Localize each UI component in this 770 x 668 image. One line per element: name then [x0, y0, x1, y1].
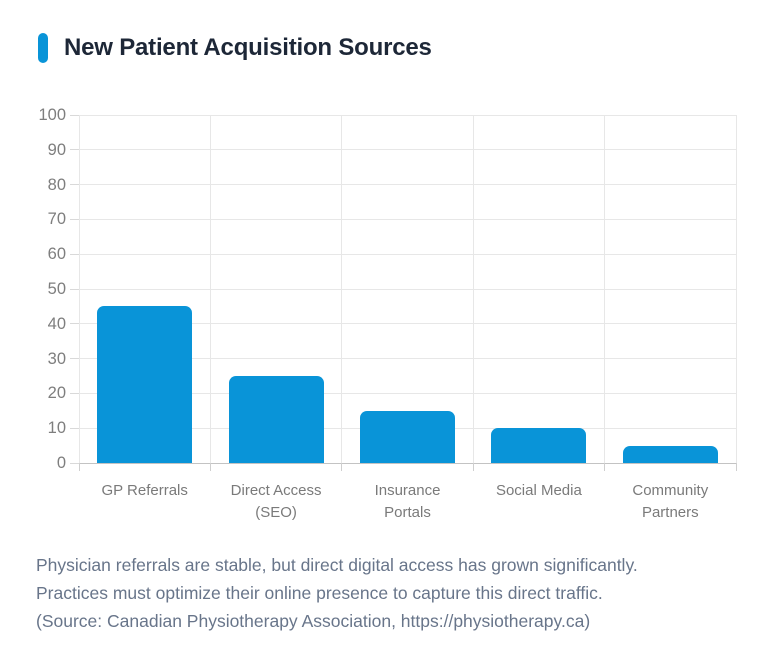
- x-axis-tick: [604, 463, 606, 471]
- y-axis-tick: [70, 218, 79, 220]
- v-gridline: [209, 115, 211, 463]
- y-axis-label: 20: [47, 384, 66, 403]
- bar-direct-access-seo[interactable]: [228, 376, 324, 463]
- y-axis-tick: [70, 462, 79, 464]
- x-axis-label-direct-access-seo: Direct Access (SEO): [230, 482, 322, 521]
- y-axis-tick: [70, 253, 79, 255]
- x-axis-label-community-partners: Community Partners: [632, 482, 709, 521]
- v-gridline: [341, 115, 343, 463]
- y-axis-label: 100: [38, 106, 66, 124]
- title-accent-bar: [38, 33, 48, 63]
- y-axis-label: 70: [47, 210, 66, 229]
- y-axis-label: 30: [47, 349, 66, 368]
- caption-line: Practices must optimize their online pre…: [36, 583, 603, 603]
- y-axis-label: 60: [47, 245, 66, 264]
- gridline-70: [79, 218, 736, 220]
- x-axis-tick: [78, 463, 80, 471]
- bar-chart: 0 10 20 30 40 50 60 70 80 90 100 GP Referrals Direct…: [0, 100, 770, 540]
- caption-line: (Source: Canadian Physiotherapy Associat…: [36, 611, 591, 631]
- y-axis-tick: [70, 184, 79, 186]
- y-axis-tick: [70, 392, 79, 394]
- x-axis-tick: [209, 463, 211, 471]
- gridline-50: [79, 288, 736, 290]
- x-axis-label-insurance-portals: Insurance Portals: [374, 482, 441, 521]
- y-axis-label: 0: [56, 454, 66, 472]
- y-axis-label: 50: [47, 280, 66, 298]
- y-axis-label: 80: [47, 175, 66, 194]
- chart-caption: Physician referrals are stable, but dire…: [36, 551, 742, 635]
- gridline-90: [79, 149, 736, 151]
- y-axis-tick: [70, 358, 79, 360]
- v-gridline: [604, 115, 606, 463]
- gridline-0: [79, 462, 736, 464]
- y-axis-label: 90: [47, 140, 66, 159]
- y-axis-tick: [70, 288, 79, 290]
- v-gridline: [735, 115, 737, 463]
- bar-social-media[interactable]: [491, 428, 587, 463]
- x-axis-label-social-media: Social Media: [495, 482, 582, 499]
- x-axis-tick: [472, 463, 474, 471]
- bar-community-partners[interactable]: [622, 445, 718, 463]
- bar-insurance-portals[interactable]: [360, 410, 455, 463]
- y-axis-tick: [70, 149, 79, 151]
- y-axis-label: 10: [47, 419, 66, 438]
- caption-line: Physician referrals are stable, but dire…: [36, 555, 638, 575]
- v-gridline: [472, 115, 474, 463]
- gridline-100: [79, 114, 736, 116]
- gridline-30: [79, 358, 736, 360]
- v-gridline: [78, 115, 80, 463]
- y-axis-tick: [70, 427, 79, 429]
- gridline-40: [79, 323, 736, 325]
- gridline-60: [79, 253, 736, 255]
- y-axis-label: 40: [47, 314, 66, 333]
- gridline-80: [79, 184, 736, 186]
- y-axis-tick: [70, 323, 79, 325]
- x-axis-tick: [735, 463, 737, 471]
- x-axis-tick: [341, 463, 343, 471]
- x-axis-label-gp-referrals: GP Referrals: [101, 482, 188, 499]
- gridline-20: [79, 392, 736, 394]
- bar-gp-referrals[interactable]: [97, 306, 193, 463]
- chart-title: New Patient Acquisition Sources: [64, 34, 432, 61]
- y-axis-tick: [70, 114, 79, 116]
